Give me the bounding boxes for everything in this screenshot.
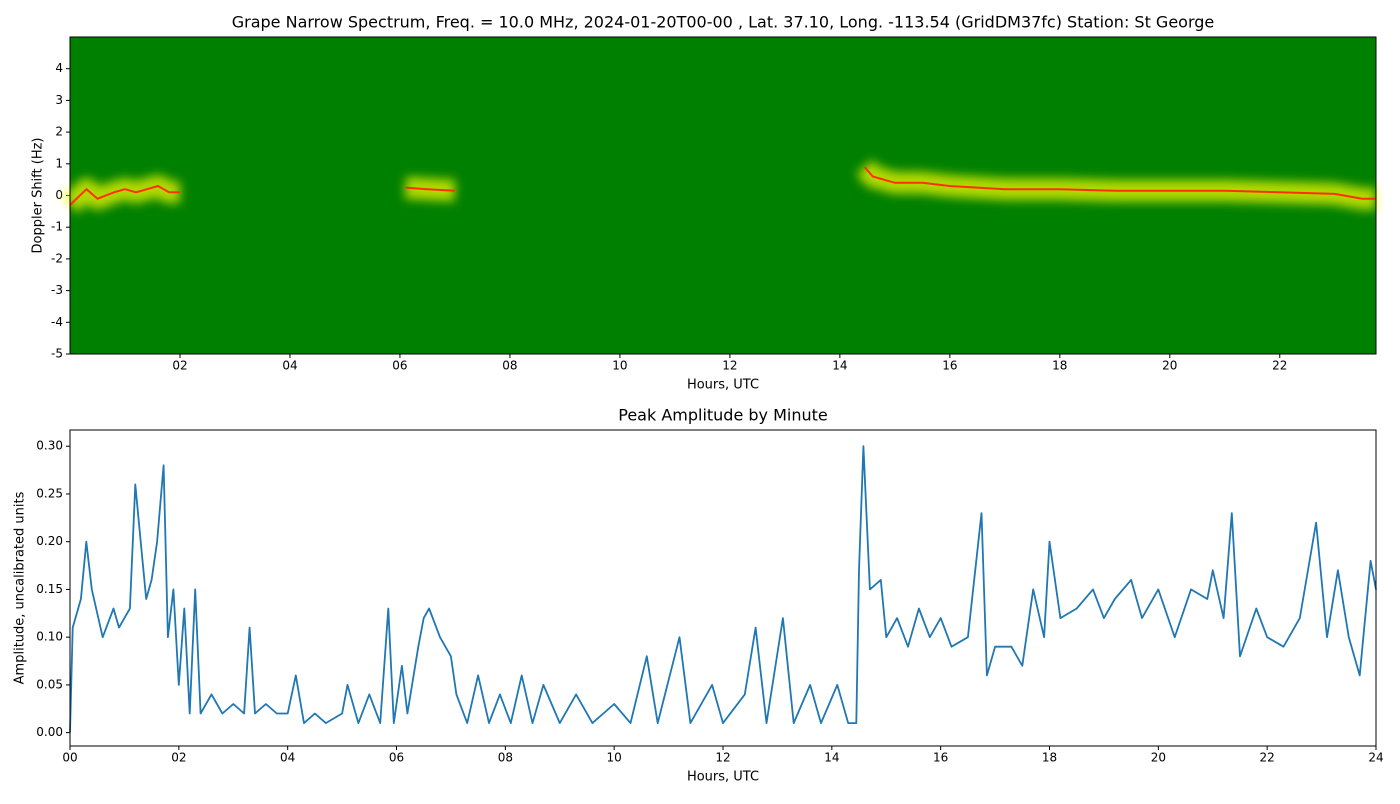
- x-tick-label: 16: [933, 751, 948, 765]
- chart-title: Grape Narrow Spectrum, Freq. = 10.0 MHz,…: [232, 13, 1215, 32]
- plot-frame: [69, 36, 1377, 355]
- y-tick-label: -3: [51, 283, 63, 297]
- y-tick-label: 0.05: [36, 677, 63, 691]
- y-tick-label: -2: [51, 251, 63, 265]
- y-tick-label: 0.30: [36, 439, 63, 453]
- plot-frame: [69, 429, 1377, 747]
- x-tick-label: 02: [171, 751, 186, 765]
- x-tick-label: 18: [1042, 751, 1057, 765]
- y-tick-label: 0: [55, 188, 63, 202]
- y-tick-label: 0.00: [36, 725, 63, 739]
- y-tick-label: 0.25: [36, 486, 63, 500]
- x-tick-label: 10: [607, 751, 622, 765]
- x-tick-label: 14: [824, 751, 839, 765]
- x-tick-label: 20: [1162, 359, 1177, 373]
- x-tick-label: 16: [942, 359, 957, 373]
- y-axis-label: Doppler Shift (Hz): [31, 138, 46, 254]
- x-tick-label: 06: [392, 359, 407, 373]
- x-tick-label: 24: [1368, 751, 1383, 765]
- x-tick-label: 08: [502, 359, 517, 373]
- x-tick-label: 18: [1052, 359, 1067, 373]
- x-tick-label: 12: [722, 359, 737, 373]
- y-tick-label: -5: [51, 347, 63, 361]
- y-axis-label: Amplitude, uncalibrated units: [13, 491, 28, 684]
- x-tick-label: 00: [62, 751, 77, 765]
- x-tick-label: 04: [280, 751, 295, 765]
- y-tick-label: -1: [51, 220, 63, 234]
- x-tick-label: 14: [832, 359, 847, 373]
- x-tick-label: 02: [172, 359, 187, 373]
- x-tick-label: 12: [715, 751, 730, 765]
- doppler-trace: [69, 166, 1376, 206]
- y-tick-label: 2: [55, 125, 63, 139]
- chart-title: Peak Amplitude by Minute: [618, 406, 828, 425]
- x-tick-label: 20: [1151, 751, 1166, 765]
- y-tick-label: 1: [55, 156, 63, 170]
- y-tick-label: 4: [55, 61, 63, 75]
- x-axis-label: Hours, UTC: [687, 378, 759, 393]
- x-tick-label: 06: [389, 751, 404, 765]
- x-tick-label: 22: [1272, 359, 1287, 373]
- x-tick-label: 04: [282, 359, 297, 373]
- amplitude-line: [69, 445, 1377, 733]
- y-tick-label: 0.10: [36, 630, 63, 644]
- y-tick-label: -4: [51, 315, 63, 329]
- x-axis-label: Hours, UTC: [687, 770, 759, 785]
- x-tick-label: 08: [498, 751, 513, 765]
- x-tick-label: 22: [1260, 751, 1275, 765]
- x-tick-label: 10: [612, 359, 627, 373]
- y-tick-label: 3: [55, 93, 63, 107]
- y-tick-label: 0.20: [36, 534, 63, 548]
- y-tick-label: 0.15: [36, 582, 63, 596]
